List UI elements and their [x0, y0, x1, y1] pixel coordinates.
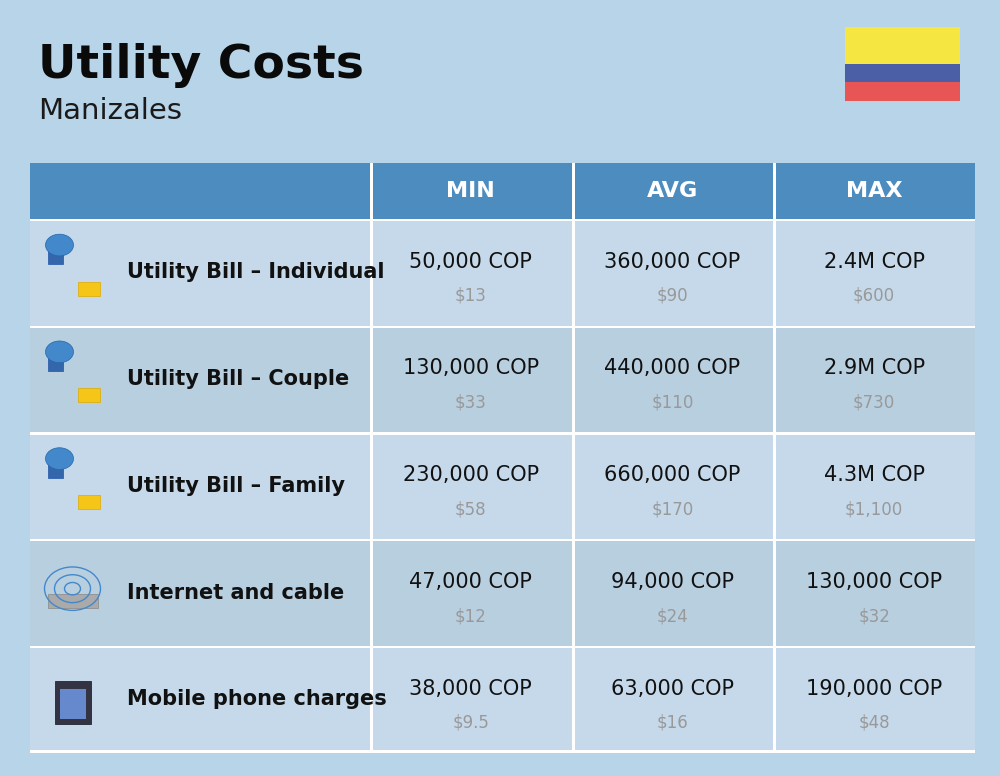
Text: $58: $58	[455, 501, 487, 518]
Text: $48: $48	[858, 714, 890, 732]
Text: $33: $33	[455, 393, 487, 411]
Text: $32: $32	[858, 607, 890, 625]
Text: $170: $170	[651, 501, 694, 518]
Text: $90: $90	[657, 286, 688, 305]
Text: Internet and cable: Internet and cable	[127, 583, 344, 602]
Text: 38,000 COP: 38,000 COP	[409, 679, 532, 698]
Text: Utility Costs: Utility Costs	[38, 43, 364, 88]
Text: Manizales: Manizales	[38, 97, 182, 125]
Text: 94,000 COP: 94,000 COP	[611, 572, 734, 592]
Text: Utility Bill – Family: Utility Bill – Family	[127, 476, 345, 496]
Text: $13: $13	[455, 286, 487, 305]
Text: 4.3M COP: 4.3M COP	[824, 465, 925, 485]
Text: 130,000 COP: 130,000 COP	[403, 359, 539, 379]
Text: MIN: MIN	[446, 181, 495, 201]
Text: 47,000 COP: 47,000 COP	[409, 572, 532, 592]
Text: 63,000 COP: 63,000 COP	[611, 679, 734, 698]
Text: $24: $24	[657, 607, 688, 625]
Text: AVG: AVG	[647, 181, 698, 201]
Text: $16: $16	[657, 714, 688, 732]
Text: $9.5: $9.5	[452, 714, 489, 732]
Text: 130,000 COP: 130,000 COP	[806, 572, 942, 592]
Text: 230,000 COP: 230,000 COP	[403, 465, 539, 485]
Text: 190,000 COP: 190,000 COP	[806, 679, 942, 698]
Text: 2.9M COP: 2.9M COP	[824, 359, 925, 379]
Text: Utility Bill – Couple: Utility Bill – Couple	[127, 369, 349, 389]
Text: MAX: MAX	[846, 181, 902, 201]
Text: Utility Bill – Individual: Utility Bill – Individual	[127, 262, 384, 282]
Text: 440,000 COP: 440,000 COP	[604, 359, 741, 379]
Text: 360,000 COP: 360,000 COP	[604, 251, 741, 272]
Text: 50,000 COP: 50,000 COP	[409, 251, 532, 272]
Text: $12: $12	[455, 607, 487, 625]
Text: $730: $730	[853, 393, 895, 411]
Text: 2.4M COP: 2.4M COP	[824, 251, 925, 272]
Text: $110: $110	[651, 393, 694, 411]
Text: Mobile phone charges: Mobile phone charges	[127, 689, 387, 709]
Text: 660,000 COP: 660,000 COP	[604, 465, 741, 485]
Text: $600: $600	[853, 286, 895, 305]
Text: $1,100: $1,100	[845, 501, 903, 518]
